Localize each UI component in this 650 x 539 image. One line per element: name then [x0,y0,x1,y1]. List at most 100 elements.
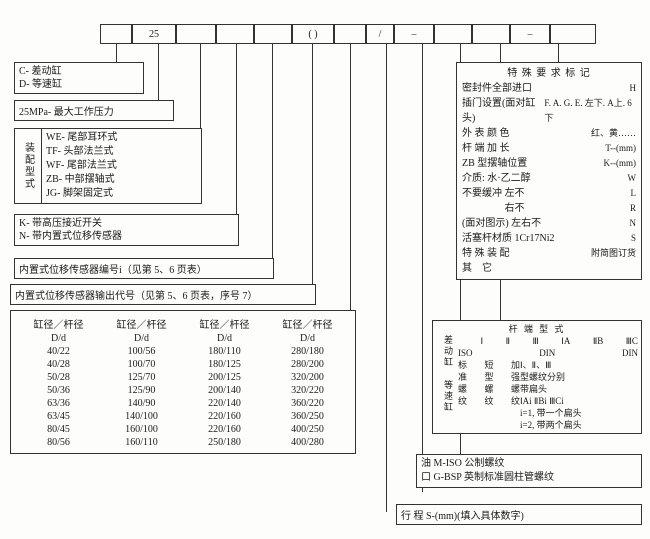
dd-cell: 320/200 [266,371,349,384]
dd-head: 缸径／杆径 [17,315,100,332]
dd-cell: 360/250 [266,410,349,423]
dd-cell: 63/36 [17,397,100,410]
dd-table: 缸径／杆径缸径／杆径缸径／杆径缸径／杆径D/dD/dD/dD/d 40/2210… [10,310,356,454]
cell-3[interactable] [216,24,254,44]
dd-table-inner: 缸径／杆径缸径／杆径缸径／杆径缸径／杆径D/dD/dD/dD/d 40/2210… [17,315,349,449]
dd-cell: 140/90 [100,397,183,410]
re-c: 纹 [484,395,493,407]
box-sensor-out: 内置式位移传感器输出代号（见第 5、6 页表，序号 7） [10,284,316,305]
box-thread: 油 M-ISO 公制螺纹 口 G-BSP 英制标准圆柱管螺纹 [416,454,642,488]
rodend-side: 差动缸 等速缸 [436,335,454,431]
re-c: 准 [458,371,467,383]
dd-cell: 220/160 [183,410,266,423]
dd-cell: 320/220 [266,384,349,397]
kn-l2: N- 带内置式位移传感器 [19,230,234,243]
re-c: 加 [511,359,520,371]
cell-dash2[interactable]: – [510,24,550,44]
dd-cell: 100/70 [100,358,183,371]
cell-4[interactable] [254,24,292,44]
special-title: 特 殊 要 求 标 记 [462,66,636,81]
cell-6[interactable] [334,24,366,44]
special-val: 附简图订货 [591,246,636,261]
dd-cell: 160/110 [100,436,183,449]
re-note: 带扁头 [520,383,638,395]
thread-l2: 口 G-BSP 英制标准圆柱管螺纹 [421,471,637,485]
thread-l1: 油 M-ISO 公制螺纹 [421,457,637,471]
cell-10[interactable] [472,24,510,44]
re-note: i=1, 带一个扁头 [520,407,638,419]
re-h: Ⅱ [506,335,510,347]
re-c: 纹 [458,395,467,407]
box-kn: K- 带高压接近开关 N- 带内置式位移传感器 [14,214,239,246]
dd-cell: 80/45 [17,423,100,436]
re-h: Ⅲ [533,335,539,347]
re-s: DIN [622,347,638,359]
re-c: 螺 [458,383,467,395]
dd-head: 缸径／杆径 [266,315,349,332]
special-key: 活塞杆材质 1Cr17Ni2 [462,231,555,246]
special-val: R [630,201,636,216]
special-key: ZB 型摆轴位置 [462,156,527,171]
box-stroke: 行 程 S-(mm)(填入具体数字) [396,504,642,525]
cell-12[interactable] [550,24,596,44]
dd-head: 缸径／杆径 [183,315,266,332]
special-key: 密封件全部进口 [462,81,532,96]
re-note: 型螺纹分别 [520,371,638,383]
special-key: 右不 [462,201,525,216]
special-row: 外 表 颜 色红、黄…… [462,126,636,141]
dd-cell: 400/280 [266,436,349,449]
re-c: 标 [458,359,467,371]
re-s: DIN [539,347,555,359]
special-row: (面对图示) 左右不 N [462,216,636,231]
cell-dash1[interactable]: – [394,24,434,44]
dd-cell: 80/56 [17,436,100,449]
dd-cell: 200/140 [183,384,266,397]
dd-cell: 180/125 [183,358,266,371]
mount-l3: WF- 尾部法兰式 [46,159,197,173]
cell-25[interactable]: 25 [132,24,176,44]
cell-2[interactable] [176,24,216,44]
cell-0[interactable] [100,24,132,44]
dd-cell: 180/110 [183,345,266,358]
re-c: 螺 [484,383,493,395]
special-key: 外 表 颜 色 [462,126,510,141]
mount-l4: ZB- 中部摆轴式 [46,173,197,187]
special-row: 介质: 水·乙二醇 W [462,171,636,186]
special-row: 特 殊 装 配 附简图订货 [462,246,636,261]
top-code-row: 25 ( ) / – – [100,24,596,44]
special-key: (面对图示) 左右不 [462,216,541,231]
re-h: ⅠA [561,335,570,347]
dd-cell: 220/160 [183,423,266,436]
box-special: 特 殊 要 求 标 记 密封件全部进口H插门设置(面对缸头)F. A. G. E… [456,62,642,280]
special-row: 杆 端 加 长T--(mm) [462,141,636,156]
cell-9[interactable] [434,24,472,44]
special-val: W [628,171,637,186]
special-key: 介质: 水·乙二醇 [462,171,531,186]
dd-cell: 360/220 [266,397,349,410]
special-val: F. A. G. E. 左下. A上. 6下 [544,96,636,126]
dd-cell: 220/140 [183,397,266,410]
special-key: 杆 端 加 长 [462,141,510,156]
special-row: 插门设置(面对缸头)F. A. G. E. 左下. A上. 6下 [462,96,636,126]
re-c: 纹 [511,395,520,407]
re-h: Ⅰ [480,335,483,347]
special-val: L [631,186,637,201]
box-cd: C- 差动缸 D- 等速缸 [14,62,144,94]
re-c: 短 [484,359,493,371]
dd-cell: 160/100 [100,423,183,436]
dd-cell: 100/56 [100,345,183,358]
dd-sub: D/d [266,332,349,345]
dd-cell: 250/180 [183,436,266,449]
special-val: N [630,216,637,231]
rodend-title: 杆 端 型 式 [436,323,638,335]
box-25mpa: 25MPa- 最大工作压力 [14,100,174,121]
cell-paren[interactable]: ( ) [292,24,334,44]
re-c: 强 [511,371,520,383]
cell-slash[interactable]: / [366,24,394,44]
box-rodend: 杆 端 型 式 差动缸 等速缸 ⅠⅡⅢⅠAⅡBⅢC ISODINDIN 标短加准… [432,320,642,434]
special-row: 密封件全部进口H [462,81,636,96]
special-key: 特 殊 装 配 [462,246,510,261]
dd-cell: 40/28 [17,358,100,371]
dd-cell: 125/90 [100,384,183,397]
re-note: Ⅰ、Ⅱ、Ⅲ [520,359,638,371]
